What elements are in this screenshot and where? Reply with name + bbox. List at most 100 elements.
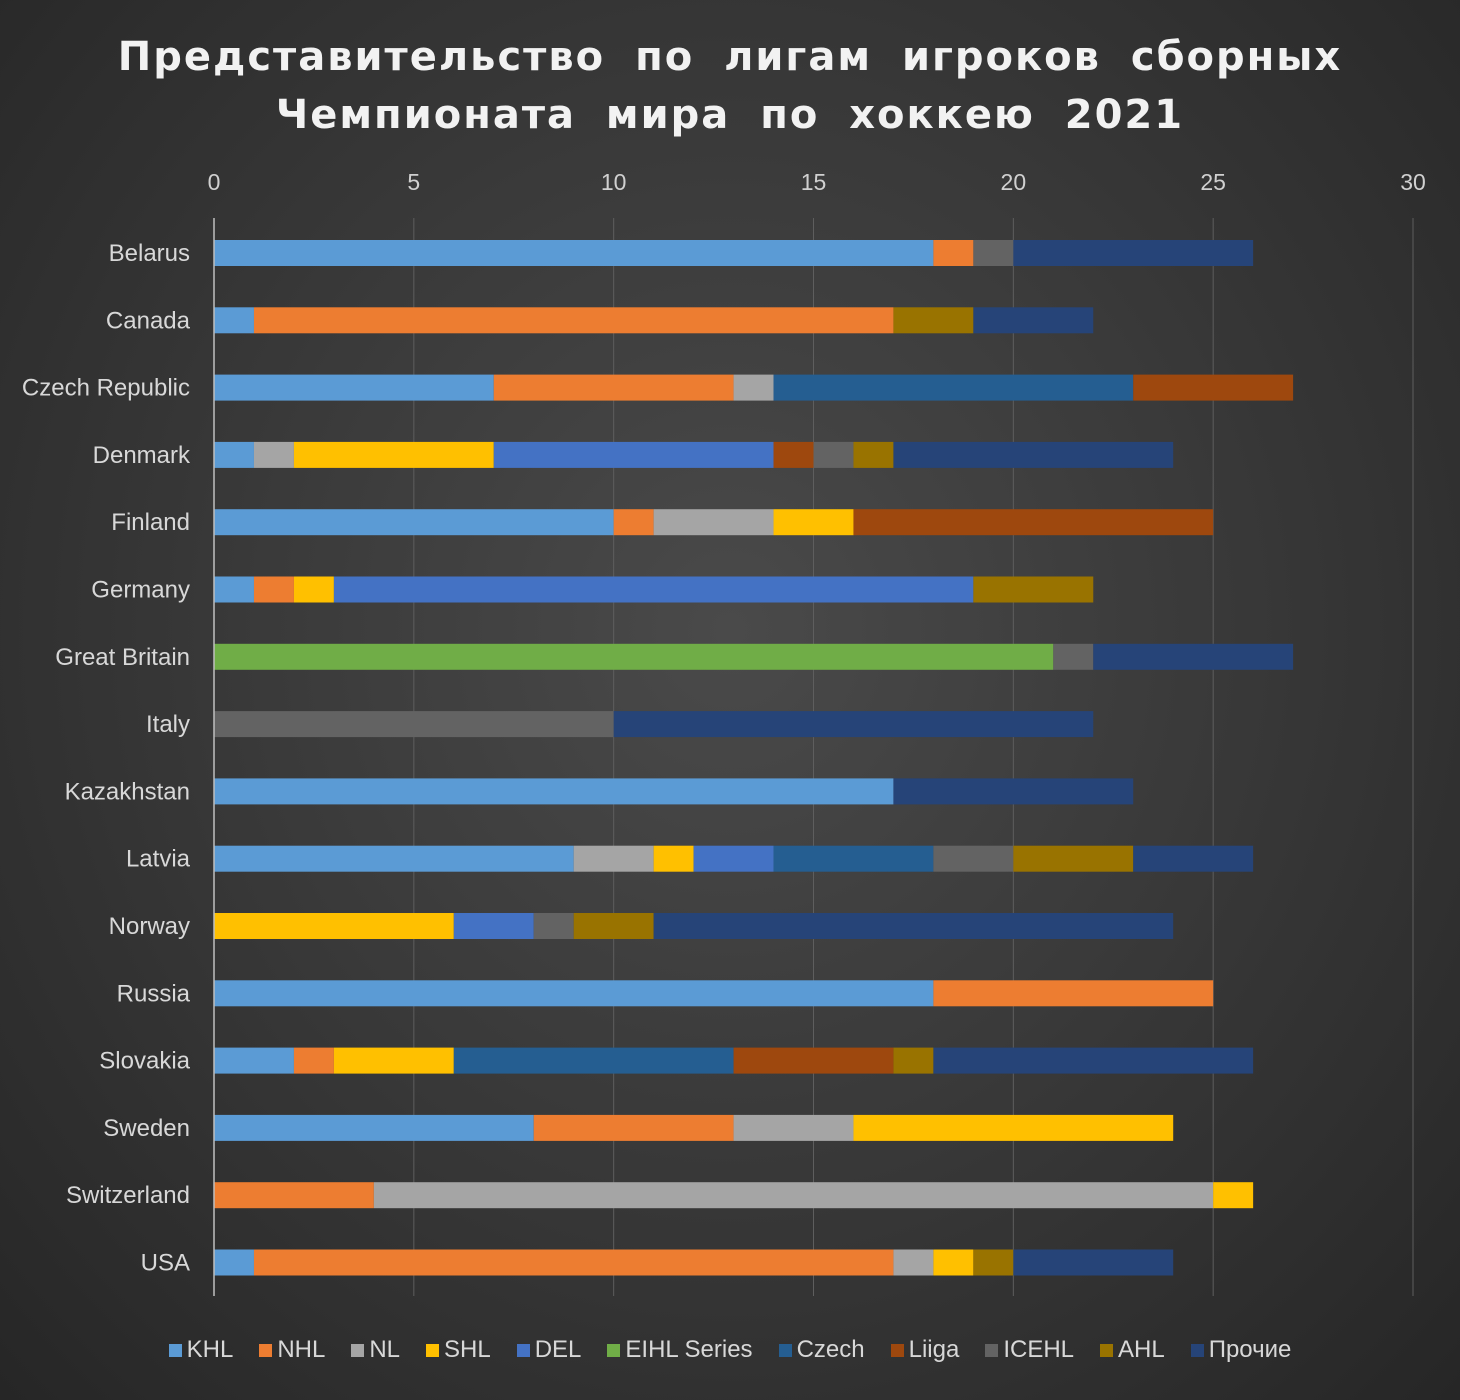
- bar-italy-прочие: [613, 711, 1094, 738]
- bar-great-britain-icehl: [1053, 643, 1094, 670]
- legend-item-liiga: Liiga: [890, 1336, 960, 1364]
- x-axis-ticks: 0 5 10 15 20 25 30: [208, 169, 1426, 195]
- bar-norway-ahl: [573, 913, 654, 939]
- x-tick-label: 30: [1400, 169, 1426, 195]
- bar-czech-republic-liiga: [1133, 374, 1294, 401]
- bar-denmark-nl: [253, 441, 294, 468]
- y-tick-label-latvia: Latvia: [126, 846, 191, 873]
- y-tick-label-russia: Russia: [117, 980, 191, 1007]
- bar-switzerland-shl: [1213, 1182, 1254, 1209]
- x-tick-label: 20: [1001, 169, 1027, 195]
- y-tick-label-great-britain: Great Britain: [55, 644, 190, 671]
- bar-latvia-czech: [773, 845, 934, 872]
- bar-canada-khl: [214, 307, 254, 334]
- bar-usa-прочие: [1013, 1249, 1174, 1276]
- legend-swatch: [516, 1343, 530, 1357]
- bar-sweden-nl: [733, 1114, 854, 1141]
- legend-label: AHL: [1118, 1336, 1165, 1363]
- bar-germany-shl: [293, 576, 334, 603]
- y-tick-label-belarus: Belarus: [109, 240, 190, 267]
- bar-latvia-прочие: [1133, 845, 1254, 872]
- legend-item-nl: NL: [351, 1336, 400, 1364]
- y-tick-label-sweden: Sweden: [103, 1115, 190, 1142]
- bar-denmark-прочие: [893, 441, 1174, 468]
- y-tick-label-czech-republic: Czech Republic: [22, 375, 190, 402]
- bar-finland-nl: [653, 509, 774, 536]
- bar-sweden-shl: [853, 1114, 1174, 1141]
- bar-russia-khl: [214, 980, 934, 1007]
- bar-slovakia-khl: [214, 1047, 294, 1074]
- bar-czech-republic-nl: [733, 374, 774, 401]
- y-tick-label-denmark: Denmark: [93, 442, 191, 469]
- bar-norway-прочие: [653, 913, 1174, 939]
- bar-usa-khl: [214, 1249, 254, 1276]
- bar-usa-ahl: [973, 1249, 1014, 1276]
- y-tick-label-slovakia: Slovakia: [99, 1048, 190, 1075]
- bar-great-britain-eihl-series: [214, 643, 1054, 670]
- bar-czech-republic-nhl: [493, 374, 734, 401]
- bar-switzerland-nhl: [214, 1182, 374, 1209]
- legend-swatch: [985, 1343, 999, 1357]
- legend-swatch: [168, 1343, 182, 1357]
- y-axis-labels: Belarus Canada Czech Republic Denmark Finlan…: [22, 240, 191, 1277]
- legend-label: DEL: [534, 1336, 582, 1363]
- legend-label: Liiga: [908, 1336, 960, 1363]
- bar-canada-ahl: [893, 307, 974, 334]
- x-tick-label: 5: [407, 169, 420, 195]
- bar-great-britain-прочие: [1093, 643, 1294, 670]
- chart-title: Представительство по лигам игроков сборн…: [0, 28, 1460, 144]
- bar-latvia-nl: [573, 845, 654, 872]
- legend-swatch: [351, 1343, 365, 1357]
- legend-label: EIHL Series: [625, 1336, 753, 1363]
- bar-switzerland-nl: [373, 1182, 1214, 1209]
- legend-label: KHL: [186, 1336, 234, 1363]
- bar-germany-ahl: [973, 576, 1094, 603]
- legend-swatch: [1190, 1343, 1204, 1357]
- legend-swatch: [890, 1343, 904, 1357]
- x-tick-label: 10: [601, 169, 627, 195]
- y-tick-label-usa: USA: [141, 1250, 190, 1277]
- bar-canada-прочие: [973, 307, 1094, 334]
- legend-item-ahl: AHL: [1100, 1336, 1165, 1364]
- bar-slovakia-czech: [453, 1047, 734, 1074]
- bar-norway-shl: [214, 913, 454, 939]
- bar-slovakia-прочие: [933, 1047, 1254, 1074]
- y-tick-label-switzerland: Switzerland: [66, 1182, 190, 1209]
- y-tick-label-germany: Germany: [91, 577, 190, 604]
- legend-item-icehl: ICEHL: [985, 1336, 1074, 1364]
- bar-denmark-shl: [293, 441, 494, 468]
- legend-item-eihl-series: EIHL Series: [607, 1336, 753, 1364]
- bar-denmark-khl: [214, 441, 254, 468]
- bar-belarus-khl: [214, 240, 934, 266]
- bar-norway-icehl: [533, 913, 574, 939]
- bar-czech-republic-czech: [773, 374, 1134, 401]
- legend-item-прочие: Прочие: [1190, 1336, 1291, 1364]
- bar-finland-shl: [773, 509, 854, 536]
- chart-title-line-1: Представительство по лигам игроков сборн…: [117, 34, 1343, 80]
- bar-latvia-ahl: [1013, 845, 1134, 872]
- bar-sweden-khl: [214, 1114, 534, 1141]
- bar-usa-nhl: [253, 1249, 894, 1276]
- chart-title-line-2: Чемпионата мира по хоккею 2021: [275, 92, 1185, 138]
- legend-swatch: [259, 1343, 273, 1357]
- bar-slovakia-liiga: [733, 1047, 894, 1074]
- legend-label: SHL: [444, 1336, 491, 1363]
- bar-czech-republic-khl: [214, 374, 494, 401]
- bar-latvia-shl: [653, 845, 694, 872]
- y-tick-label-norway: Norway: [109, 913, 190, 940]
- legend-swatch: [778, 1343, 792, 1357]
- bar-norway-del: [453, 913, 534, 939]
- bar-latvia-del: [693, 845, 774, 872]
- bar-latvia-icehl: [933, 845, 1014, 872]
- y-tick-label-finland: Finland: [111, 509, 190, 536]
- bar-latvia-khl: [214, 845, 574, 872]
- bar-slovakia-ahl: [893, 1047, 934, 1074]
- y-tick-label-kazakhstan: Kazakhstan: [65, 778, 190, 805]
- bar-slovakia-shl: [333, 1047, 454, 1074]
- legend-label: NHL: [277, 1336, 326, 1363]
- bar-belarus-nhl: [933, 240, 974, 266]
- bar-finland-liiga: [853, 509, 1214, 536]
- legend-item-shl: SHL: [426, 1336, 491, 1364]
- bar-germany-khl: [214, 576, 254, 603]
- bar-denmark-icehl: [813, 441, 854, 468]
